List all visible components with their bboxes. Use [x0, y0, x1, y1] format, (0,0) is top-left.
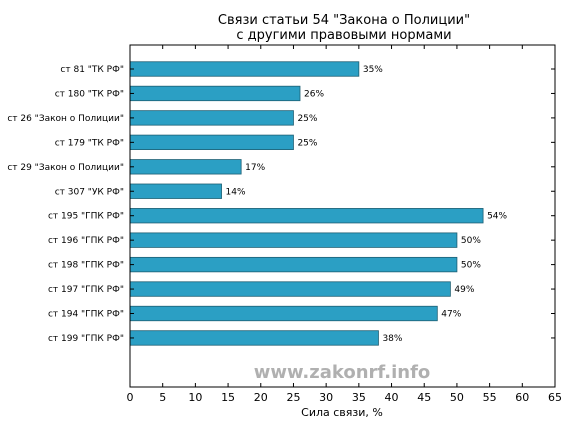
x-tick-label: 20: [254, 391, 268, 404]
bar: [129, 110, 294, 126]
bar: [129, 134, 294, 151]
value-label: 38%: [382, 334, 402, 344]
x-tick-label: 10: [188, 391, 202, 404]
value-label: 25%: [297, 138, 317, 148]
value-labels: 35% 26% 25% 25% 17% 14% 54% 50% 50% 49% 47% 38%: [226, 65, 508, 344]
category-label: ст 196 "ГПК РФ": [48, 236, 124, 246]
value-label: 54%: [487, 212, 507, 222]
category-label: ст 198 "ГПК РФ": [48, 261, 124, 271]
x-tick-label: 55: [483, 391, 497, 404]
bar: [129, 305, 438, 322]
chart-title-line-2: с другими правовыми нормами: [236, 28, 451, 43]
value-label: 25%: [297, 114, 317, 124]
plot-frame: [129, 44, 556, 388]
category-label: ст 307 "УК РФ": [55, 187, 124, 197]
chart-title-line-1: Связи статьи 54 "Закона о Полиции": [218, 13, 470, 28]
bar: [129, 85, 301, 102]
x-tick-label: 35: [352, 391, 366, 404]
bars-group: [129, 61, 484, 346]
category-label: ст 179 "ТК РФ": [55, 138, 124, 148]
bar: [129, 281, 451, 297]
value-label: 47%: [441, 310, 461, 320]
bar: [129, 208, 484, 224]
x-tick-label: 25: [286, 391, 300, 404]
value-label: 50%: [461, 261, 481, 271]
bar: [129, 330, 379, 346]
x-tick-label: 40: [385, 391, 399, 404]
value-label: 26%: [304, 89, 324, 99]
category-label: ст 195 "ГПК РФ": [48, 212, 124, 222]
value-label: 50%: [461, 236, 481, 246]
category-label: ст 199 "ГПК РФ": [48, 334, 124, 344]
x-tick-label: 50: [450, 391, 464, 404]
value-label: 17%: [245, 163, 265, 173]
bar: [129, 61, 360, 77]
bar: [129, 183, 222, 199]
x-tick-label: 5: [159, 391, 166, 404]
x-tick-label: 45: [417, 391, 431, 404]
x-axis-ticks: 0 5 10 15 20 25 30 35 40 45 50 55 60 65: [127, 45, 562, 404]
category-label: ст 194 "ГПК РФ": [48, 310, 124, 320]
value-label: 49%: [454, 285, 474, 295]
bar: [129, 159, 242, 175]
x-axis-label: Сила связи, %: [301, 406, 383, 419]
x-tick-label: 0: [127, 391, 134, 404]
watermark: www.zakonrf.info: [254, 362, 431, 383]
bar: [129, 232, 458, 248]
category-label: ст 26 "Закон о Полиции": [7, 114, 124, 124]
category-label: ст 81 "ТК РФ": [60, 65, 124, 75]
bar: [129, 256, 458, 273]
category-label: ст 180 "ТК РФ": [55, 89, 124, 99]
x-tick-label: 30: [319, 391, 333, 404]
category-label: ст 197 "ГПК РФ": [48, 285, 124, 295]
value-label: 35%: [363, 65, 383, 75]
category-label: ст 29 "Закон о Полиции": [7, 163, 124, 173]
value-label: 14%: [226, 187, 246, 197]
x-tick-label: 15: [221, 391, 235, 404]
category-labels: ст 81 "ТК РФ" ст 180 "ТК РФ" ст 26 "Закон …: [7, 65, 124, 344]
x-tick-label: 65: [548, 391, 562, 404]
x-tick-label: 60: [515, 391, 529, 404]
